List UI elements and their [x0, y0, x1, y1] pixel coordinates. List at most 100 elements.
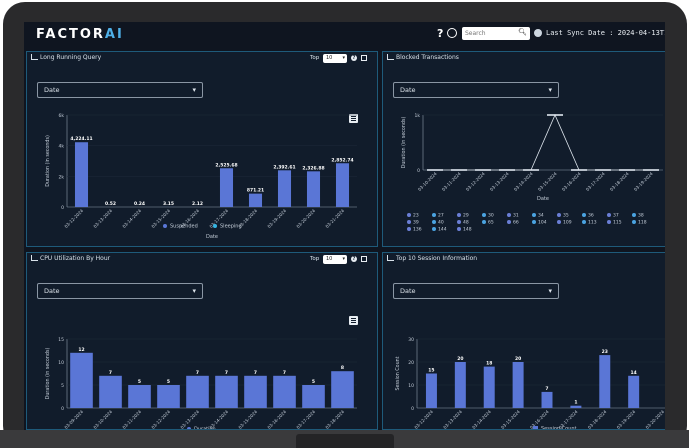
y-tick-label: 10: [408, 383, 414, 389]
info-icon[interactable]: ?: [351, 55, 357, 61]
legend-label: 113: [588, 220, 597, 226]
legend-swatch: [457, 213, 461, 217]
top-count-select[interactable]: 10 ▾: [323, 54, 347, 63]
chart-cpu-utilization: 0 5 10 15 Duration (in seconds) 12 03-09-2024 7…: [45, 337, 357, 430]
bar: [335, 163, 350, 207]
legend-label-session-count: Session Count: [541, 426, 577, 430]
y-tick-label: 0: [411, 406, 414, 412]
data-label: 0.52: [105, 201, 116, 207]
chart-long-running-query: 0 2k 4k 6k Duration (in seconds) 4,224.11 03-1…: [45, 113, 357, 240]
help-icon[interactable]: ?: [437, 27, 444, 40]
data-point: [523, 169, 539, 171]
legend-label-suspended: Suspended: [170, 224, 198, 230]
x-tick-label: 03-10-2024: [417, 171, 438, 192]
date-dropdown[interactable]: Date ▾: [393, 82, 559, 98]
x-tick-label: 03-11-2024: [121, 409, 142, 430]
chart-icon: [387, 255, 394, 261]
date-dropdown-label: Date: [400, 86, 416, 94]
bar: [302, 385, 325, 408]
legend-swatch: [482, 220, 486, 224]
data-label: 7: [545, 386, 548, 392]
chart-icon: [31, 54, 38, 60]
data-point: [451, 169, 467, 171]
data-label: 1: [574, 400, 577, 406]
legend-label: 48: [463, 220, 469, 226]
data-label: 0.24: [134, 201, 145, 207]
y-tick-label: 0: [61, 406, 64, 412]
x-tick-label: 03-20-2024: [645, 409, 665, 430]
power-icon[interactable]: [447, 28, 457, 38]
data-label: 7: [225, 370, 228, 376]
data-label: 18: [486, 361, 492, 367]
x-tick-label: 03-15-2024: [150, 208, 171, 229]
date-dropdown[interactable]: Date ▾: [37, 283, 203, 299]
last-sync-label: Last Sync Date : 2024-04-13T10: [546, 29, 665, 37]
expand-icon[interactable]: [361, 55, 367, 61]
chart-menu-icon[interactable]: [349, 114, 358, 123]
bar: [331, 371, 354, 408]
bar: [541, 391, 553, 408]
legend-swatch: [632, 213, 636, 217]
y-tick-label: 5: [61, 383, 64, 389]
chevron-down-icon: ▾: [342, 55, 345, 61]
series-line: [435, 113, 651, 171]
legend-label: 37: [613, 213, 619, 219]
data-label: 7: [196, 370, 199, 376]
chevron-down-icon: ▾: [192, 86, 196, 94]
bar: [215, 375, 238, 408]
y-tick-label: 15: [58, 337, 64, 343]
legend-swatch: [532, 213, 536, 217]
info-icon[interactable]: ?: [351, 256, 357, 262]
data-label: 7: [254, 370, 257, 376]
x-tick-label: 03-12-2024: [150, 409, 171, 430]
x-tick-label: 03-18-2024: [609, 171, 630, 192]
app-logo[interactable]: FACTORAI: [36, 27, 124, 42]
bar: [454, 362, 466, 408]
laptop-notch: [296, 434, 394, 448]
data-point: [475, 169, 491, 171]
x-tick-label: 03-19-2024: [266, 208, 287, 229]
legend-swatch: [457, 227, 461, 231]
legend-label: 109: [563, 220, 572, 226]
top-count-select[interactable]: 10 ▾: [323, 255, 347, 264]
legend-swatch: [432, 220, 436, 224]
expand-icon[interactable]: [361, 256, 367, 262]
x-tick-label: 03-13-2024: [442, 409, 463, 430]
legend-label: 30: [488, 213, 494, 219]
bar: [74, 142, 89, 207]
x-tick-label: 03-18-2024: [324, 409, 345, 430]
legend-label: 27: [438, 213, 444, 219]
legend-swatch: [407, 213, 411, 217]
legend-label: 66: [513, 220, 519, 226]
search-box[interactable]: 🔍︎: [462, 27, 530, 40]
legend-label-duration: Duration: [194, 427, 216, 430]
date-dropdown[interactable]: Date ▾: [37, 82, 203, 98]
x-tick-label: 03-12-2024: [413, 409, 434, 430]
data-point: [595, 169, 611, 171]
data-label: 2,392.61: [273, 164, 295, 170]
legend-swatch: [557, 213, 561, 217]
data-label: 5: [167, 379, 170, 385]
bar: [244, 375, 267, 408]
x-tick-label: 03-14-2024: [513, 171, 534, 192]
date-dropdown[interactable]: Date ▾: [393, 283, 559, 299]
panel-long-running-query: Long Running Query Top 10 ▾ ? Date ▾ 0 2k 4k…: [26, 51, 378, 247]
y-tick-label: 6k: [59, 113, 65, 119]
search-icon[interactable]: 🔍︎: [518, 28, 527, 36]
chart-blocked-transactions: 0 1k Duration (in seconds) 03-10-2024 03-11-…: [401, 113, 663, 233]
legend-label: 65: [488, 220, 494, 226]
data-label: 15: [428, 368, 434, 374]
top-label: Top: [310, 256, 320, 262]
y-tick-label: 0: [417, 168, 420, 174]
y-tick-label: 10: [58, 360, 64, 366]
chevron-down-icon: ▾: [548, 86, 552, 94]
panel-title-text: Blocked Transactions: [396, 54, 459, 61]
x-tick-label: 03-17-2024: [585, 171, 606, 192]
panel-title-text: Top 10 Session Information: [396, 255, 478, 262]
chevron-down-icon: ▾: [192, 287, 196, 295]
data-label: 5: [138, 379, 141, 385]
chart-menu-icon[interactable]: [349, 316, 358, 325]
search-input[interactable]: [465, 28, 515, 39]
legend-swatch: [582, 213, 586, 217]
x-tick-label: 03-19-2024: [633, 171, 654, 192]
